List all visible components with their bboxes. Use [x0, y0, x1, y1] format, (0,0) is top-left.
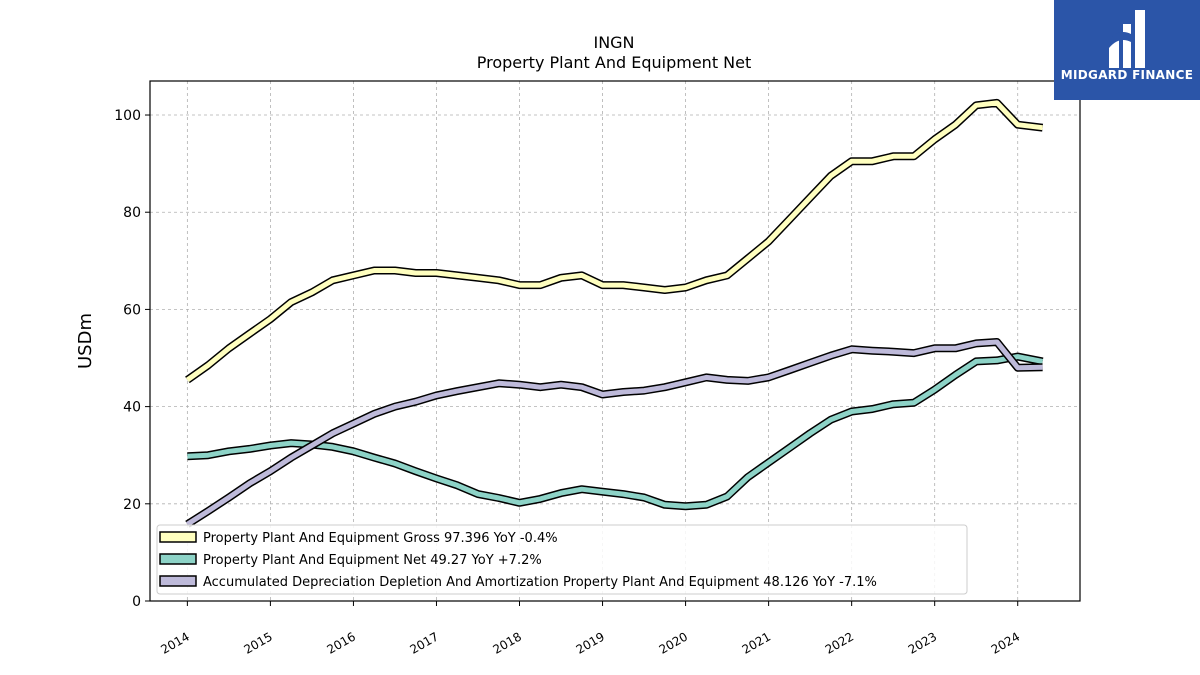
chart-title: INGN	[593, 33, 634, 52]
series-line-outline	[187, 352, 1044, 511]
x-tick-label: 2022	[823, 629, 856, 656]
x-tick-label: 2016	[324, 629, 357, 656]
legend-entry: Property Plant And Equipment Gross 97.39…	[203, 531, 558, 546]
y-tick-label: 80	[123, 205, 141, 221]
series-line	[186, 339, 1043, 527]
series-line	[187, 354, 1044, 509]
brand-logo: MIDGARD FINANCE	[1054, 0, 1200, 100]
y-tick-label: 60	[123, 302, 141, 318]
series-lines	[185, 98, 1044, 528]
y-axis-label: USDm	[75, 313, 96, 369]
x-axis: 2014 2015 2016 2017 2018 2019 2020 2021 2022 2023…	[158, 601, 1022, 657]
legend-swatch	[159, 553, 197, 565]
x-tick-label: 2024	[989, 629, 1022, 656]
series-line	[185, 100, 1043, 382]
x-tick-label: 2015	[241, 629, 274, 656]
logo-text: MIDGARD FINANCE	[1060, 68, 1194, 82]
legend-swatch	[159, 575, 197, 587]
legend-entry: Accumulated Depreciation Depletion And A…	[203, 575, 877, 590]
legend-swatch	[159, 531, 197, 543]
x-tick-label: 2021	[740, 629, 773, 656]
legend: Property Plant And Equipment Gross 97.39…	[156, 524, 968, 595]
legend-box	[156, 524, 968, 595]
legend-entry: Property Plant And Equipment Net 49.27 Y…	[203, 553, 542, 568]
series-line-outline	[185, 98, 1044, 384]
y-tick-label: 0	[132, 594, 141, 610]
x-tick-label: 2014	[158, 629, 191, 656]
y-tick-label: 20	[123, 497, 141, 513]
chart-subtitle: Property Plant And Equipment Net	[477, 53, 752, 72]
x-tick-label: 2018	[491, 629, 524, 656]
x-tick-label: 2023	[906, 629, 939, 656]
x-tick-label: 2019	[574, 629, 607, 656]
grid	[150, 81, 1080, 602]
x-tick-label: 2020	[657, 629, 690, 656]
plot-frame	[149, 80, 1081, 602]
y-axis: 0 20 40 60 80 100	[114, 108, 150, 610]
logo-mark-icon	[1109, 10, 1145, 68]
x-tick-label: 2017	[408, 629, 441, 656]
y-tick-label: 40	[123, 400, 141, 416]
y-tick-label: 100	[114, 108, 141, 124]
